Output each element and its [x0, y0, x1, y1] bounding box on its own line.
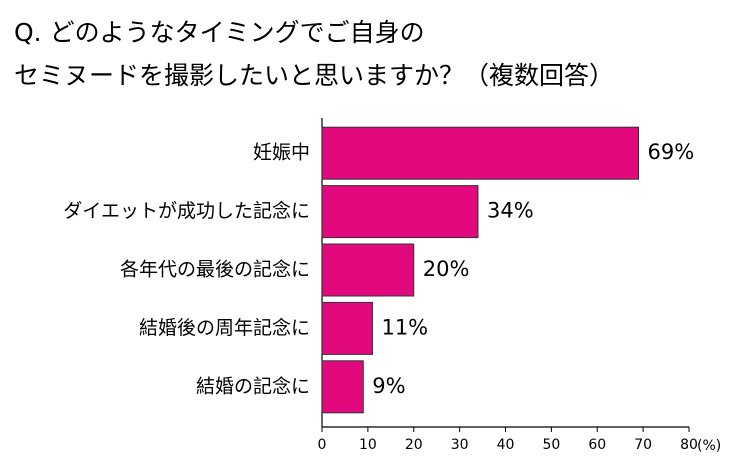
chart-title: Q. どのようなタイミングでご自身の	[14, 18, 425, 47]
x-tick-label: 70	[634, 437, 652, 453]
bar	[321, 126, 640, 180]
bar	[321, 243, 415, 297]
bar	[321, 360, 364, 414]
x-tick-label: 0	[318, 437, 327, 453]
y-tick-label: 妊娠中	[253, 142, 310, 164]
y-tick-label: 各年代の最後の記念に	[120, 258, 310, 281]
x-tick-label: 80	[680, 437, 698, 453]
y-tick-label: 結婚後の周年記念に	[139, 316, 310, 339]
x-tick-label: 40	[497, 437, 515, 453]
value-label: 11%	[381, 315, 428, 339]
x-tick-label: 10	[359, 437, 377, 453]
value-label: 9%	[372, 374, 405, 398]
y-tick-label: ダイエットが成功した記念に	[63, 199, 310, 222]
x-tick-label: 20	[405, 437, 423, 453]
chart-title: セミヌードを撮影したいと思いますか？（複数回答）	[14, 61, 614, 90]
x-tick-label: 50	[542, 437, 560, 453]
bar	[321, 185, 479, 239]
value-label: 34%	[487, 199, 534, 223]
y-tick-label: 結婚の記念に	[196, 374, 310, 397]
bar	[321, 301, 373, 355]
x-axis-label: (%)	[697, 438, 721, 454]
x-tick-label: 30	[451, 437, 469, 453]
value-label: 20%	[423, 257, 470, 281]
x-tick-label: 60	[588, 437, 606, 453]
value-label: 69%	[648, 140, 695, 164]
